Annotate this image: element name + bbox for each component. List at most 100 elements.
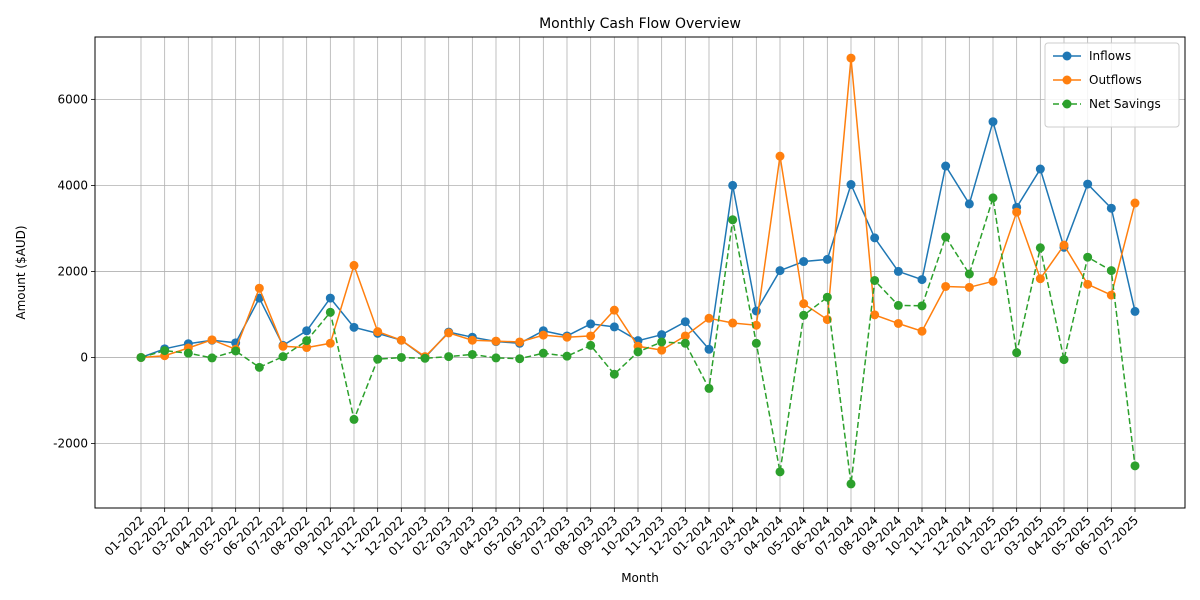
data-point xyxy=(657,330,667,340)
data-point xyxy=(396,352,406,362)
data-point xyxy=(1035,164,1045,174)
data-point xyxy=(917,301,927,311)
data-point xyxy=(728,215,738,225)
series-net-savings xyxy=(136,193,1140,489)
data-point xyxy=(586,340,596,350)
data-point xyxy=(846,479,856,489)
data-point xyxy=(183,348,193,358)
data-point xyxy=(1130,198,1140,208)
data-point xyxy=(349,260,359,270)
y-tick-label: -2000 xyxy=(53,436,88,450)
legend-marker xyxy=(1062,75,1072,85)
data-point xyxy=(799,257,809,267)
data-point xyxy=(988,193,998,203)
data-point xyxy=(160,346,170,356)
data-point xyxy=(1106,266,1116,276)
data-point xyxy=(396,335,406,345)
data-point xyxy=(467,349,477,359)
data-point xyxy=(302,343,312,353)
data-point xyxy=(1106,203,1116,213)
data-point xyxy=(1106,290,1116,300)
data-point xyxy=(373,354,383,364)
data-point xyxy=(657,345,667,355)
data-point xyxy=(231,346,241,356)
series-layer xyxy=(136,53,1140,489)
data-point xyxy=(704,344,714,354)
data-point xyxy=(964,199,974,209)
data-point xyxy=(1035,274,1045,284)
legend-label: Net Savings xyxy=(1089,97,1161,111)
data-point xyxy=(586,331,596,341)
chart-title: Monthly Cash Flow Overview xyxy=(539,16,741,32)
legend-marker xyxy=(1062,99,1072,109)
data-point xyxy=(822,292,832,302)
data-point xyxy=(491,336,501,346)
data-point xyxy=(1083,279,1093,289)
legend-box xyxy=(1044,42,1180,128)
data-point xyxy=(893,318,903,328)
data-point xyxy=(1083,179,1093,189)
data-point xyxy=(1130,306,1140,316)
data-point xyxy=(728,180,738,190)
data-point xyxy=(941,232,951,242)
data-point xyxy=(349,322,359,332)
data-point xyxy=(609,369,619,379)
data-point xyxy=(254,283,264,293)
data-point xyxy=(609,305,619,315)
data-point xyxy=(1083,252,1093,262)
data-point xyxy=(349,414,359,424)
y-tick-label: 6000 xyxy=(57,92,88,106)
data-point xyxy=(254,362,264,372)
data-point xyxy=(1012,348,1022,358)
data-point xyxy=(964,269,974,279)
data-point xyxy=(515,354,525,364)
data-point xyxy=(633,347,643,357)
data-point xyxy=(538,330,548,340)
data-point xyxy=(893,300,903,310)
data-point xyxy=(444,328,454,338)
data-point xyxy=(988,276,998,286)
data-point xyxy=(302,336,312,346)
data-point xyxy=(799,310,809,320)
data-point xyxy=(515,337,525,347)
data-point xyxy=(941,281,951,291)
x-axis-title: Month xyxy=(621,571,659,585)
data-point xyxy=(870,233,880,243)
data-point xyxy=(728,318,738,328)
data-point xyxy=(538,348,548,358)
data-point xyxy=(207,353,217,363)
legend-label: Outflows xyxy=(1089,73,1142,87)
data-point xyxy=(1130,461,1140,471)
data-point xyxy=(1035,243,1045,253)
data-point xyxy=(964,282,974,292)
data-point xyxy=(562,351,572,361)
data-point xyxy=(917,275,927,285)
y-axis-ticks: -2000 0 2000 4000 6000 xyxy=(53,92,95,450)
legend: Inflows Outflows Net Savings xyxy=(1044,42,1180,128)
data-point xyxy=(846,180,856,190)
data-point xyxy=(467,335,477,345)
legend-label: Inflows xyxy=(1089,49,1131,63)
data-point xyxy=(278,352,288,362)
data-point xyxy=(325,293,335,303)
data-point xyxy=(1012,207,1022,217)
data-point xyxy=(775,151,785,161)
data-point xyxy=(751,320,761,330)
data-point xyxy=(1059,240,1069,250)
data-point xyxy=(917,326,927,336)
data-point xyxy=(302,326,312,336)
data-point xyxy=(562,332,572,342)
data-point xyxy=(136,352,146,362)
data-point xyxy=(680,338,690,348)
data-point xyxy=(941,161,951,171)
data-point xyxy=(775,467,785,477)
data-point xyxy=(704,313,714,323)
y-tick-label: 0 xyxy=(80,350,88,364)
data-point xyxy=(207,335,217,345)
data-point xyxy=(775,266,785,276)
data-point xyxy=(704,383,714,393)
data-point xyxy=(680,331,690,341)
data-point xyxy=(444,352,454,362)
